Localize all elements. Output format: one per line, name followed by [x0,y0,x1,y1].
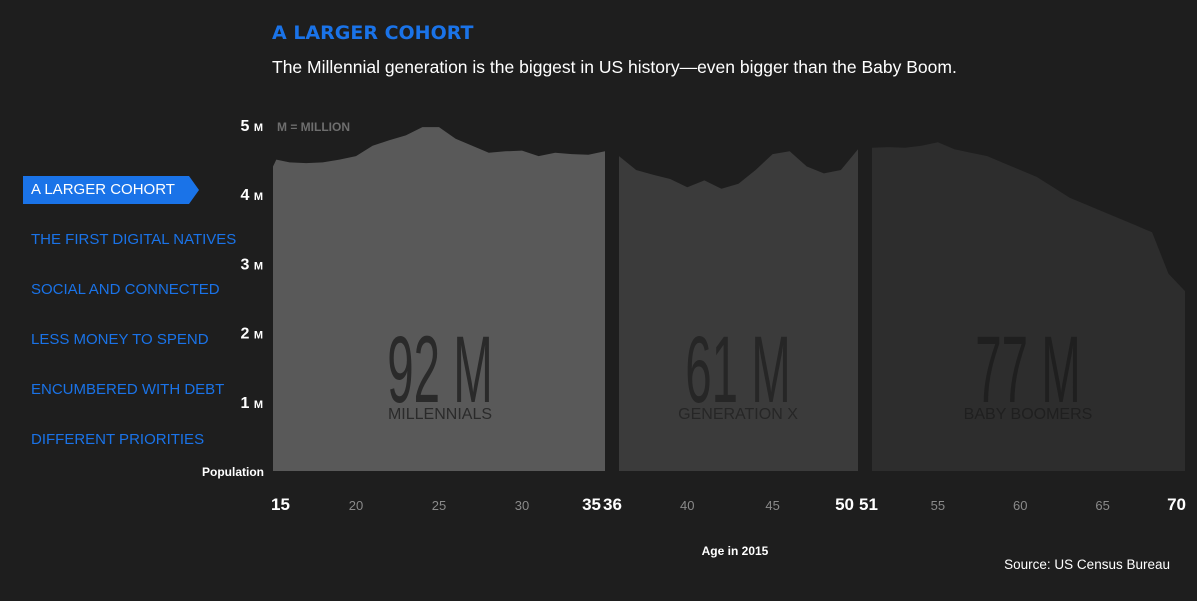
y-axis-title: Population [202,465,264,479]
x-tick-35: 35 [582,495,601,514]
chart-subtitle: The Millennial generation is the biggest… [272,57,957,77]
x-tick-20: 20 [349,498,363,513]
series-label-1: MILLENNIALS [388,406,492,423]
y-tick-2: 2 M [240,326,263,343]
nav-item-encumbered-with-debt[interactable]: ENCUMBERED WITH DEBT [31,381,225,398]
y-tick-3: 3 M [240,256,263,273]
x-tick-55: 55 [931,498,945,513]
x-tick-70: 70 [1167,495,1186,514]
series-label-2: GENERATION X [678,406,798,423]
area-2 [619,149,858,471]
total-label-2: 61 M [685,316,791,422]
nav-item-less-money-to-spend[interactable]: LESS MONEY TO SPEND [31,331,209,348]
y-tick-4: 4 M [240,187,263,204]
x-tick-51: 51 [859,495,878,514]
x-tick-36: 36 [603,495,622,514]
nav-item-social-and-connected[interactable]: SOCIAL AND CONNECTED [31,281,220,298]
area-3 [872,142,1185,472]
area-1 [273,127,605,471]
x-tick-30: 30 [515,498,529,513]
x-tick-40: 40 [680,498,694,513]
chart-title: A LARGER COHORT [272,22,474,44]
total-label-1: 92 M [387,316,493,422]
total-label-3: 77 M [975,316,1081,422]
y-tick-1: 1 M [240,395,263,412]
x-tick-45: 45 [765,498,779,513]
source-note: Source: US Census Bureau [1004,557,1170,572]
x-tick-15: 15 [271,495,290,514]
y-tick-5: 5 M [240,118,263,135]
x-axis-title: Age in 2015 [702,544,769,558]
series-label-3: BABY BOOMERS [964,406,1093,423]
x-tick-60: 60 [1013,498,1027,513]
unit-note: M = MILLION [277,120,350,134]
nav-item-different-priorities[interactable]: DIFFERENT PRIORITIES [31,431,205,448]
nav-item-a-larger-cohort[interactable]: A LARGER COHORT [23,176,199,204]
nav-item-first-digital-natives[interactable]: THE FIRST DIGITAL NATIVES [31,231,237,248]
x-tick-50: 50 [835,495,854,514]
x-tick-25: 25 [432,498,446,513]
x-tick-65: 65 [1095,498,1109,513]
